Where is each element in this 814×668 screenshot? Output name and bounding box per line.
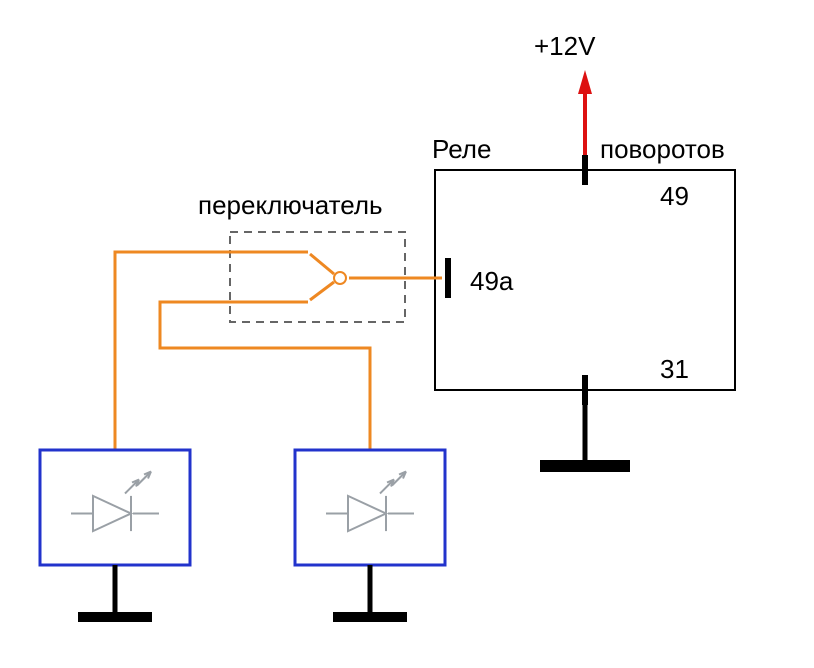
label-switch: переключатель [198,190,383,220]
wire-switch-to-left-led [115,252,248,450]
led-box-right [295,450,445,565]
label-pin49a: 49a [470,266,514,296]
supply-arrowhead [578,70,592,94]
label-supply: +12V [534,31,596,61]
label-relay-right: поворотов [600,134,725,164]
switch-pivot [334,272,346,284]
label-pin49: 49 [660,181,689,211]
relay-circuit-diagram: +12V Реле поворотов переключатель 49 49a 31 [0,0,814,668]
wire-switch-to-right-led [160,302,370,450]
label-relay-left: Реле [432,134,491,164]
led-box-left [40,450,190,565]
label-pin31: 31 [660,354,689,384]
